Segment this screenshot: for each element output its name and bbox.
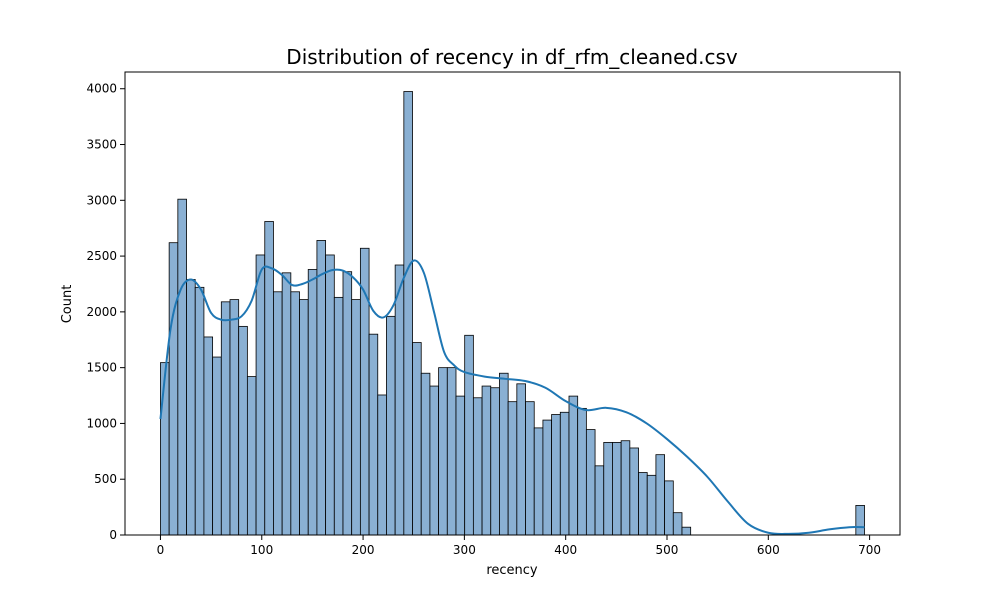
x-tick-label: 600 — [757, 543, 780, 557]
histogram-bar — [299, 299, 309, 536]
histogram-bar — [533, 427, 544, 536]
histogram-bar — [333, 296, 344, 536]
histogram-bar — [559, 411, 570, 536]
histogram-bar — [525, 401, 535, 536]
histogram-bar — [585, 429, 596, 536]
x-tick-label: 100 — [250, 543, 273, 557]
histogram-bar — [672, 512, 683, 536]
histogram-bar — [307, 269, 318, 536]
y-tick-label: 3500 — [86, 138, 117, 152]
histogram-bar — [542, 419, 553, 536]
histogram-bar — [368, 333, 379, 536]
histogram-bar — [420, 372, 431, 536]
histogram-bar — [551, 414, 561, 536]
x-tick-label: 500 — [656, 543, 679, 557]
histogram-bar — [316, 240, 327, 536]
histogram-bar — [664, 480, 674, 536]
histogram-bar — [490, 387, 500, 536]
x-tick-label: 300 — [453, 543, 476, 557]
histogram-bar — [229, 299, 240, 536]
chart-title: Distribution of recency in df_rfm_cleane… — [286, 45, 738, 69]
histogram-bar — [438, 367, 448, 536]
histogram-bar — [638, 472, 648, 536]
histogram-bar — [646, 474, 657, 536]
y-tick-label: 3000 — [86, 193, 117, 207]
x-tick-label: 700 — [858, 543, 881, 557]
histogram-bar — [238, 325, 248, 536]
y-tick-label: 2000 — [86, 305, 117, 319]
histogram-bar — [290, 291, 300, 536]
histogram-bar — [629, 447, 639, 536]
y-tick-label: 4000 — [86, 82, 117, 96]
histogram-bar — [577, 407, 587, 536]
histogram-bar — [386, 315, 396, 536]
y-tick-label: 500 — [94, 472, 117, 486]
histogram-bar — [403, 91, 413, 536]
histogram-bar — [481, 385, 492, 536]
x-tick-label: 400 — [554, 543, 577, 557]
histogram-bar — [855, 505, 865, 536]
y-tick-label: 1500 — [86, 361, 117, 375]
histogram-bar — [603, 441, 613, 536]
histogram-bar — [594, 465, 605, 536]
histogram-bar — [273, 291, 283, 536]
histogram-bar — [255, 254, 266, 536]
histogram-bar — [516, 383, 526, 536]
histogram-bar — [177, 198, 187, 536]
y-axis-label: Count — [60, 285, 75, 324]
histogram-bar — [612, 441, 622, 536]
histogram-bar — [281, 272, 292, 536]
histogram-bar — [325, 254, 335, 536]
histogram-bar — [194, 286, 205, 536]
histogram-bar — [507, 401, 518, 536]
histogram-bar — [351, 299, 361, 536]
histogram-bar — [212, 356, 222, 536]
histogram-bar — [342, 271, 353, 536]
plot-frame — [124, 71, 901, 536]
histogram-bar — [681, 526, 692, 536]
histogram-bar — [472, 397, 483, 536]
histogram-bar — [394, 264, 405, 536]
y-tick-label: 1000 — [86, 416, 117, 430]
histogram-bar — [186, 279, 196, 536]
histogram-bar — [499, 372, 509, 536]
histogram-bar — [455, 395, 466, 536]
histogram-bar — [220, 301, 231, 536]
kde-curve — [159, 259, 865, 535]
y-axis-ticks: 0 500 1000 1500 2000 2500 3000 3500 4000 — [86, 82, 125, 542]
histogram-bar — [160, 362, 170, 536]
histogram-bar — [412, 342, 422, 536]
histogram-bar — [429, 385, 440, 536]
histogram-bar — [377, 394, 387, 536]
histogram-bar — [464, 334, 474, 536]
histogram-bars — [160, 91, 865, 536]
histogram-bar — [246, 376, 257, 536]
y-tick-label: 0 — [109, 528, 117, 542]
y-tick-label: 2500 — [86, 249, 117, 263]
histogram-bar — [620, 440, 631, 536]
histogram-bar — [568, 395, 579, 536]
x-tick-label: 0 — [157, 543, 165, 557]
histogram-bar — [446, 367, 457, 536]
histogram-bar — [203, 336, 214, 536]
x-axis-label: recency — [486, 563, 538, 578]
x-tick-label: 200 — [352, 543, 375, 557]
histogram-bar — [655, 454, 666, 536]
histogram-bar — [168, 242, 179, 536]
x-axis-ticks: 0 100 200 300 400 500 600 700 — [157, 535, 881, 557]
